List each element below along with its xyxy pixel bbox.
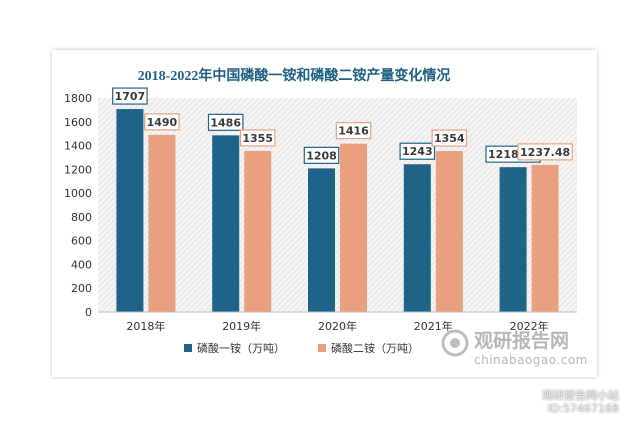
data-label-box bbox=[239, 129, 276, 147]
chart-card: 2018-2022年中国磷酸一铵和磷酸二铵产量变化情况 0 200 400 600 80… bbox=[52, 50, 597, 377]
bar bbox=[435, 151, 463, 312]
y-tick-label: 800 bbox=[71, 211, 92, 224]
chart-title: 2018-2022年中国磷酸一铵和磷酸二铵产量变化情况 bbox=[138, 67, 451, 84]
legend-label: 磷酸一铵（万吨） bbox=[197, 341, 285, 355]
x-tick-label: 2022年 bbox=[510, 319, 549, 333]
y-tick-label: 1400 bbox=[64, 140, 92, 153]
data-label: 1354 bbox=[434, 132, 465, 145]
data-label-box bbox=[517, 143, 573, 161]
y-tick-label: 1200 bbox=[64, 163, 92, 176]
x-tick-label: 2020年 bbox=[318, 319, 357, 333]
bar bbox=[403, 164, 431, 312]
bar-chart: 2018-2022年中国磷酸一铵和磷酸二铵产量变化情况 0 200 400 600 80… bbox=[64, 67, 577, 355]
data-label: 1490 bbox=[147, 116, 178, 129]
x-tick-label: 2019年 bbox=[222, 319, 261, 333]
bar bbox=[531, 164, 559, 312]
data-label-box bbox=[399, 142, 436, 160]
data-label-box bbox=[303, 146, 340, 164]
bar bbox=[212, 135, 240, 312]
data-label: 1707 bbox=[115, 90, 146, 103]
watermark-emblem-icon bbox=[441, 329, 469, 357]
footer-watermark-line2: ID:57467168 bbox=[547, 402, 619, 415]
data-label: 1237.48 bbox=[520, 146, 570, 159]
data-label-box bbox=[431, 129, 468, 147]
bar bbox=[308, 168, 335, 312]
y-tick-label: 1000 bbox=[64, 187, 92, 200]
bar bbox=[116, 109, 144, 312]
bar bbox=[148, 134, 176, 312]
y-tick-label: 600 bbox=[71, 235, 92, 248]
y-tick-label: 200 bbox=[71, 282, 92, 295]
data-label-box bbox=[112, 87, 148, 105]
bar bbox=[244, 150, 272, 312]
legend: 磷酸一铵（万吨） 磷酸二铵（万吨） bbox=[184, 341, 419, 355]
legend-swatch bbox=[184, 344, 192, 352]
data-label: 1416 bbox=[338, 125, 369, 138]
watermark-url: chinabaogao.com bbox=[474, 353, 588, 367]
data-label: 1243 bbox=[402, 145, 433, 158]
footer-watermark: 观研报告网小站 ID:57467168 bbox=[542, 389, 619, 415]
data-label-box bbox=[144, 113, 180, 131]
legend-label: 磷酸二铵（万吨） bbox=[331, 341, 419, 355]
y-tick-label: 1600 bbox=[64, 116, 92, 129]
data-label-box bbox=[207, 113, 244, 131]
data-label-box bbox=[335, 122, 372, 140]
bar bbox=[340, 143, 367, 312]
footer-watermark-line1: 观研报告网小站 bbox=[542, 389, 619, 402]
watermark-brand: 观研报告网 bbox=[474, 330, 570, 352]
data-label: 1355 bbox=[242, 132, 273, 145]
watermark-logo: 观研报告网 chinabaogao.com bbox=[440, 328, 587, 367]
x-tick-label: 2021年 bbox=[414, 319, 453, 333]
y-tick-label: 1800 bbox=[64, 92, 92, 105]
legend-swatch bbox=[318, 344, 326, 352]
data-label: 1208 bbox=[306, 149, 337, 162]
data-label: 1486 bbox=[210, 116, 241, 129]
y-tick-label: 0 bbox=[85, 306, 92, 319]
y-tick-label: 400 bbox=[71, 258, 92, 271]
x-tick-label: 2018年 bbox=[126, 319, 165, 333]
bar bbox=[499, 167, 527, 312]
